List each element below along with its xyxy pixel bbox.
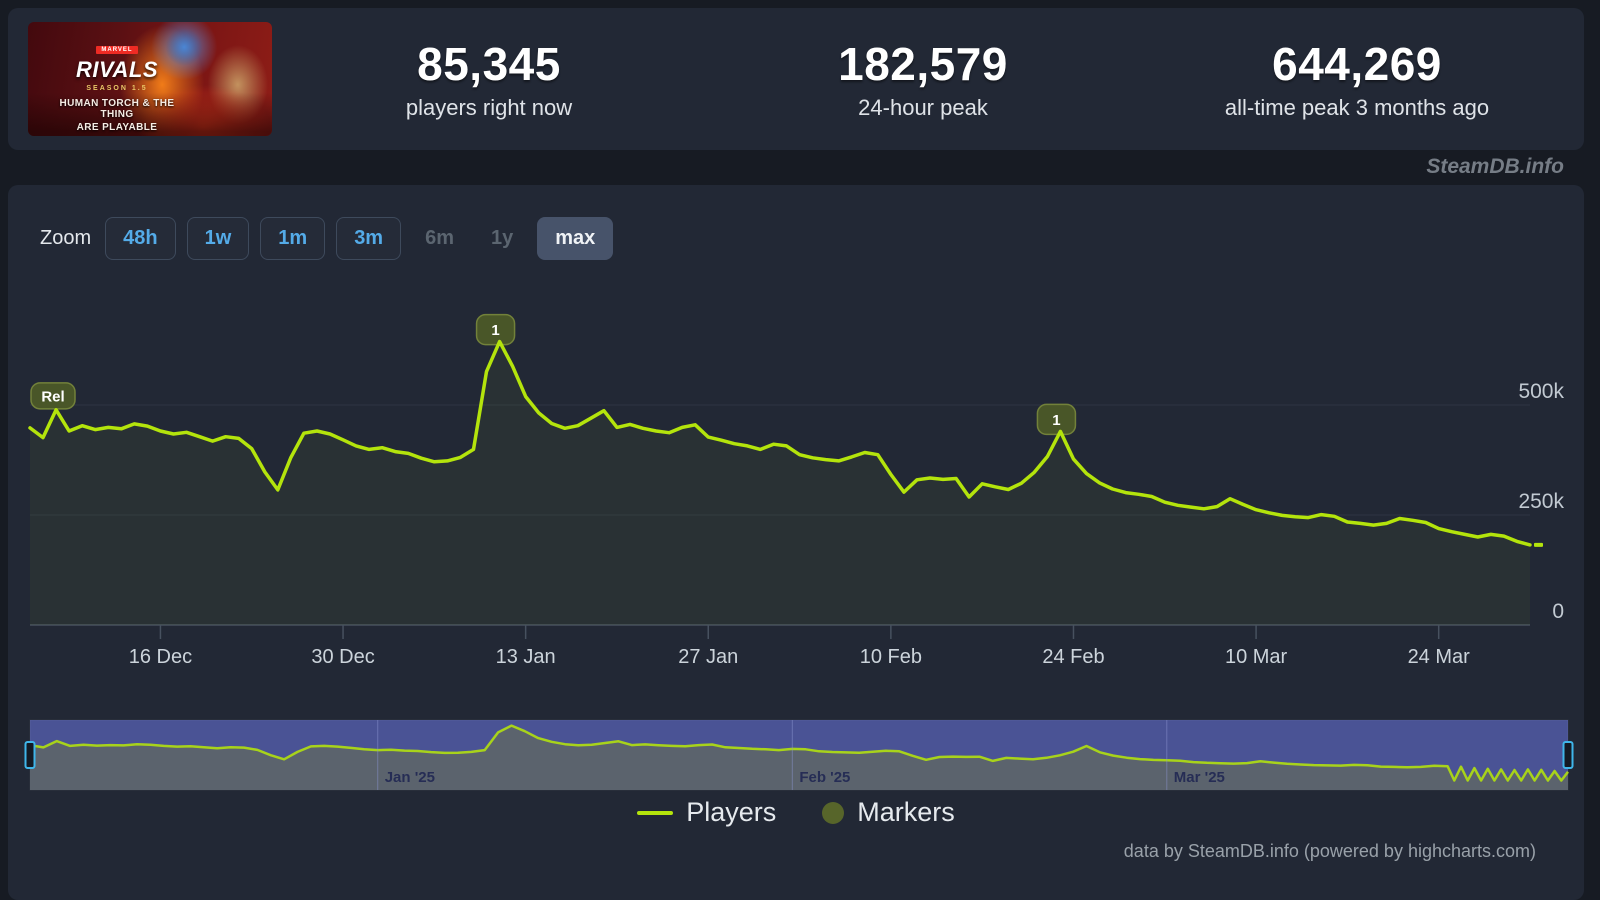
marker-badge[interactable] <box>30 382 76 410</box>
marvel-logo: MARVEL <box>96 46 138 54</box>
last-value-marker <box>1534 542 1543 547</box>
marker-badge[interactable] <box>1036 403 1077 436</box>
x-axis-label: 24 Mar <box>1408 646 1471 668</box>
navigator-left-handle[interactable] <box>24 741 36 769</box>
navigator-line <box>29 724 1569 782</box>
navigator-right-handle[interactable] <box>1562 741 1574 769</box>
marker-badge[interactable] <box>475 313 516 346</box>
navigator[interactable]: Jan '25 Feb '25 Mar '25 <box>24 719 1574 791</box>
x-axis-label: 13 Jan <box>496 646 556 668</box>
x-axis-label: 10 Mar <box>1225 646 1288 668</box>
stat-alltime-peak: 644,269 all-time peak 3 months ago <box>1140 37 1574 121</box>
peak-24h-label: 24-hour peak <box>858 95 988 120</box>
stat-current-players: 85,345 players right now <box>272 37 706 121</box>
y-axis-label-0: 0 <box>1552 600 1564 623</box>
current-players-value: 85,345 <box>417 38 561 90</box>
players-area <box>30 341 1530 625</box>
zoom-toolbar: Zoom 48h 1w 1m 3m 6m 1y max <box>8 185 1584 261</box>
navigator-area <box>30 725 1568 790</box>
event-marker-1[interactable]: 1 <box>475 313 516 346</box>
chart-legend: Players Markers <box>8 797 1584 828</box>
stats-row: 85,345 players right now 182,579 24-hour… <box>272 37 1574 121</box>
banner-tagline-1: HUMAN TORCH & THE THING <box>59 98 175 120</box>
navigator-month-label: Mar '25 <box>1174 769 1225 786</box>
markers-circle-swatch <box>822 801 845 824</box>
y-axis-label-250k: 250k <box>1518 490 1564 513</box>
zoom-range-button-48h[interactable]: 48h <box>105 216 176 260</box>
marker-badge-label: 1 <box>491 322 499 339</box>
alltime-peak-label: all-time peak 3 months ago <box>1224 95 1490 120</box>
legend-players-label: Players <box>686 797 777 827</box>
chart-card: Zoom 48h 1w 1m 3m 6m 1y max 500k 250k 0 16 … <box>8 185 1584 900</box>
x-axis-label: 16 Dec <box>129 646 192 668</box>
x-axis-label: 10 Feb <box>860 646 922 668</box>
x-axis-label: 30 Dec <box>311 646 374 668</box>
players-chart: 500k 250k 0 16 Dec 30 Dec 13 Jan 27 Jan 10 Feb 2… <box>24 313 1574 791</box>
event-marker-rel[interactable]: Rel <box>30 382 76 410</box>
marker-badge-label: Rel <box>41 388 64 405</box>
game-banner-image[interactable]: MARVEL RIVALS SEASON 1.5 HUMAN TORCH & T… <box>28 22 272 136</box>
navigator-month-label: Jan '25 <box>385 769 435 786</box>
players-line[interactable] <box>28 339 1532 547</box>
current-players-label: players right now <box>405 95 573 120</box>
marker-badge-label: 1 <box>1052 412 1060 429</box>
zoom-range-button-6m: 6m <box>412 217 467 260</box>
x-axis-label: 27 Jan <box>678 646 738 668</box>
banner-text-block: MARVEL RIVALS SEASON 1.5 HUMAN TORCH & T… <box>42 38 192 133</box>
y-axis-label-500k: 500k <box>1518 380 1564 403</box>
steamdb-watermark: SteamDB.info <box>1426 155 1564 178</box>
header-card: MARVEL RIVALS SEASON 1.5 HUMAN TORCH & T… <box>8 8 1584 150</box>
legend-markers-label: Markers <box>857 797 955 827</box>
event-marker-1[interactable]: 1 <box>1036 403 1077 436</box>
zoom-range-button-max[interactable]: max <box>537 216 614 260</box>
x-axis-label: 24 Feb <box>1042 646 1104 668</box>
banner-tagline-2: ARE PLAYABLE <box>76 122 158 133</box>
zoom-range-button-1w[interactable]: 1w <box>186 216 250 260</box>
highcharts-credit[interactable]: data by SteamDB.info (powered by highcha… <box>1123 841 1536 861</box>
rivals-logo: RIVALS <box>75 57 159 82</box>
peak-24h-value: 182,579 <box>838 38 1008 90</box>
stat-24h-peak: 182,579 24-hour peak <box>706 37 1140 121</box>
legend-item-players[interactable]: Players <box>637 797 776 828</box>
navigator-month-label: Feb '25 <box>799 769 850 786</box>
zoom-range-button-1m[interactable]: 1m <box>260 216 326 260</box>
alltime-peak-value: 644,269 <box>1272 38 1442 90</box>
legend-item-markers[interactable]: Markers <box>822 797 955 828</box>
players-line-swatch <box>637 810 674 815</box>
zoom-label: Zoom <box>40 226 92 249</box>
zoom-range-button-1y: 1y <box>478 217 526 260</box>
banner-season-label: SEASON 1.5 <box>86 85 148 92</box>
zoom-range-button-3m[interactable]: 3m <box>336 216 402 260</box>
